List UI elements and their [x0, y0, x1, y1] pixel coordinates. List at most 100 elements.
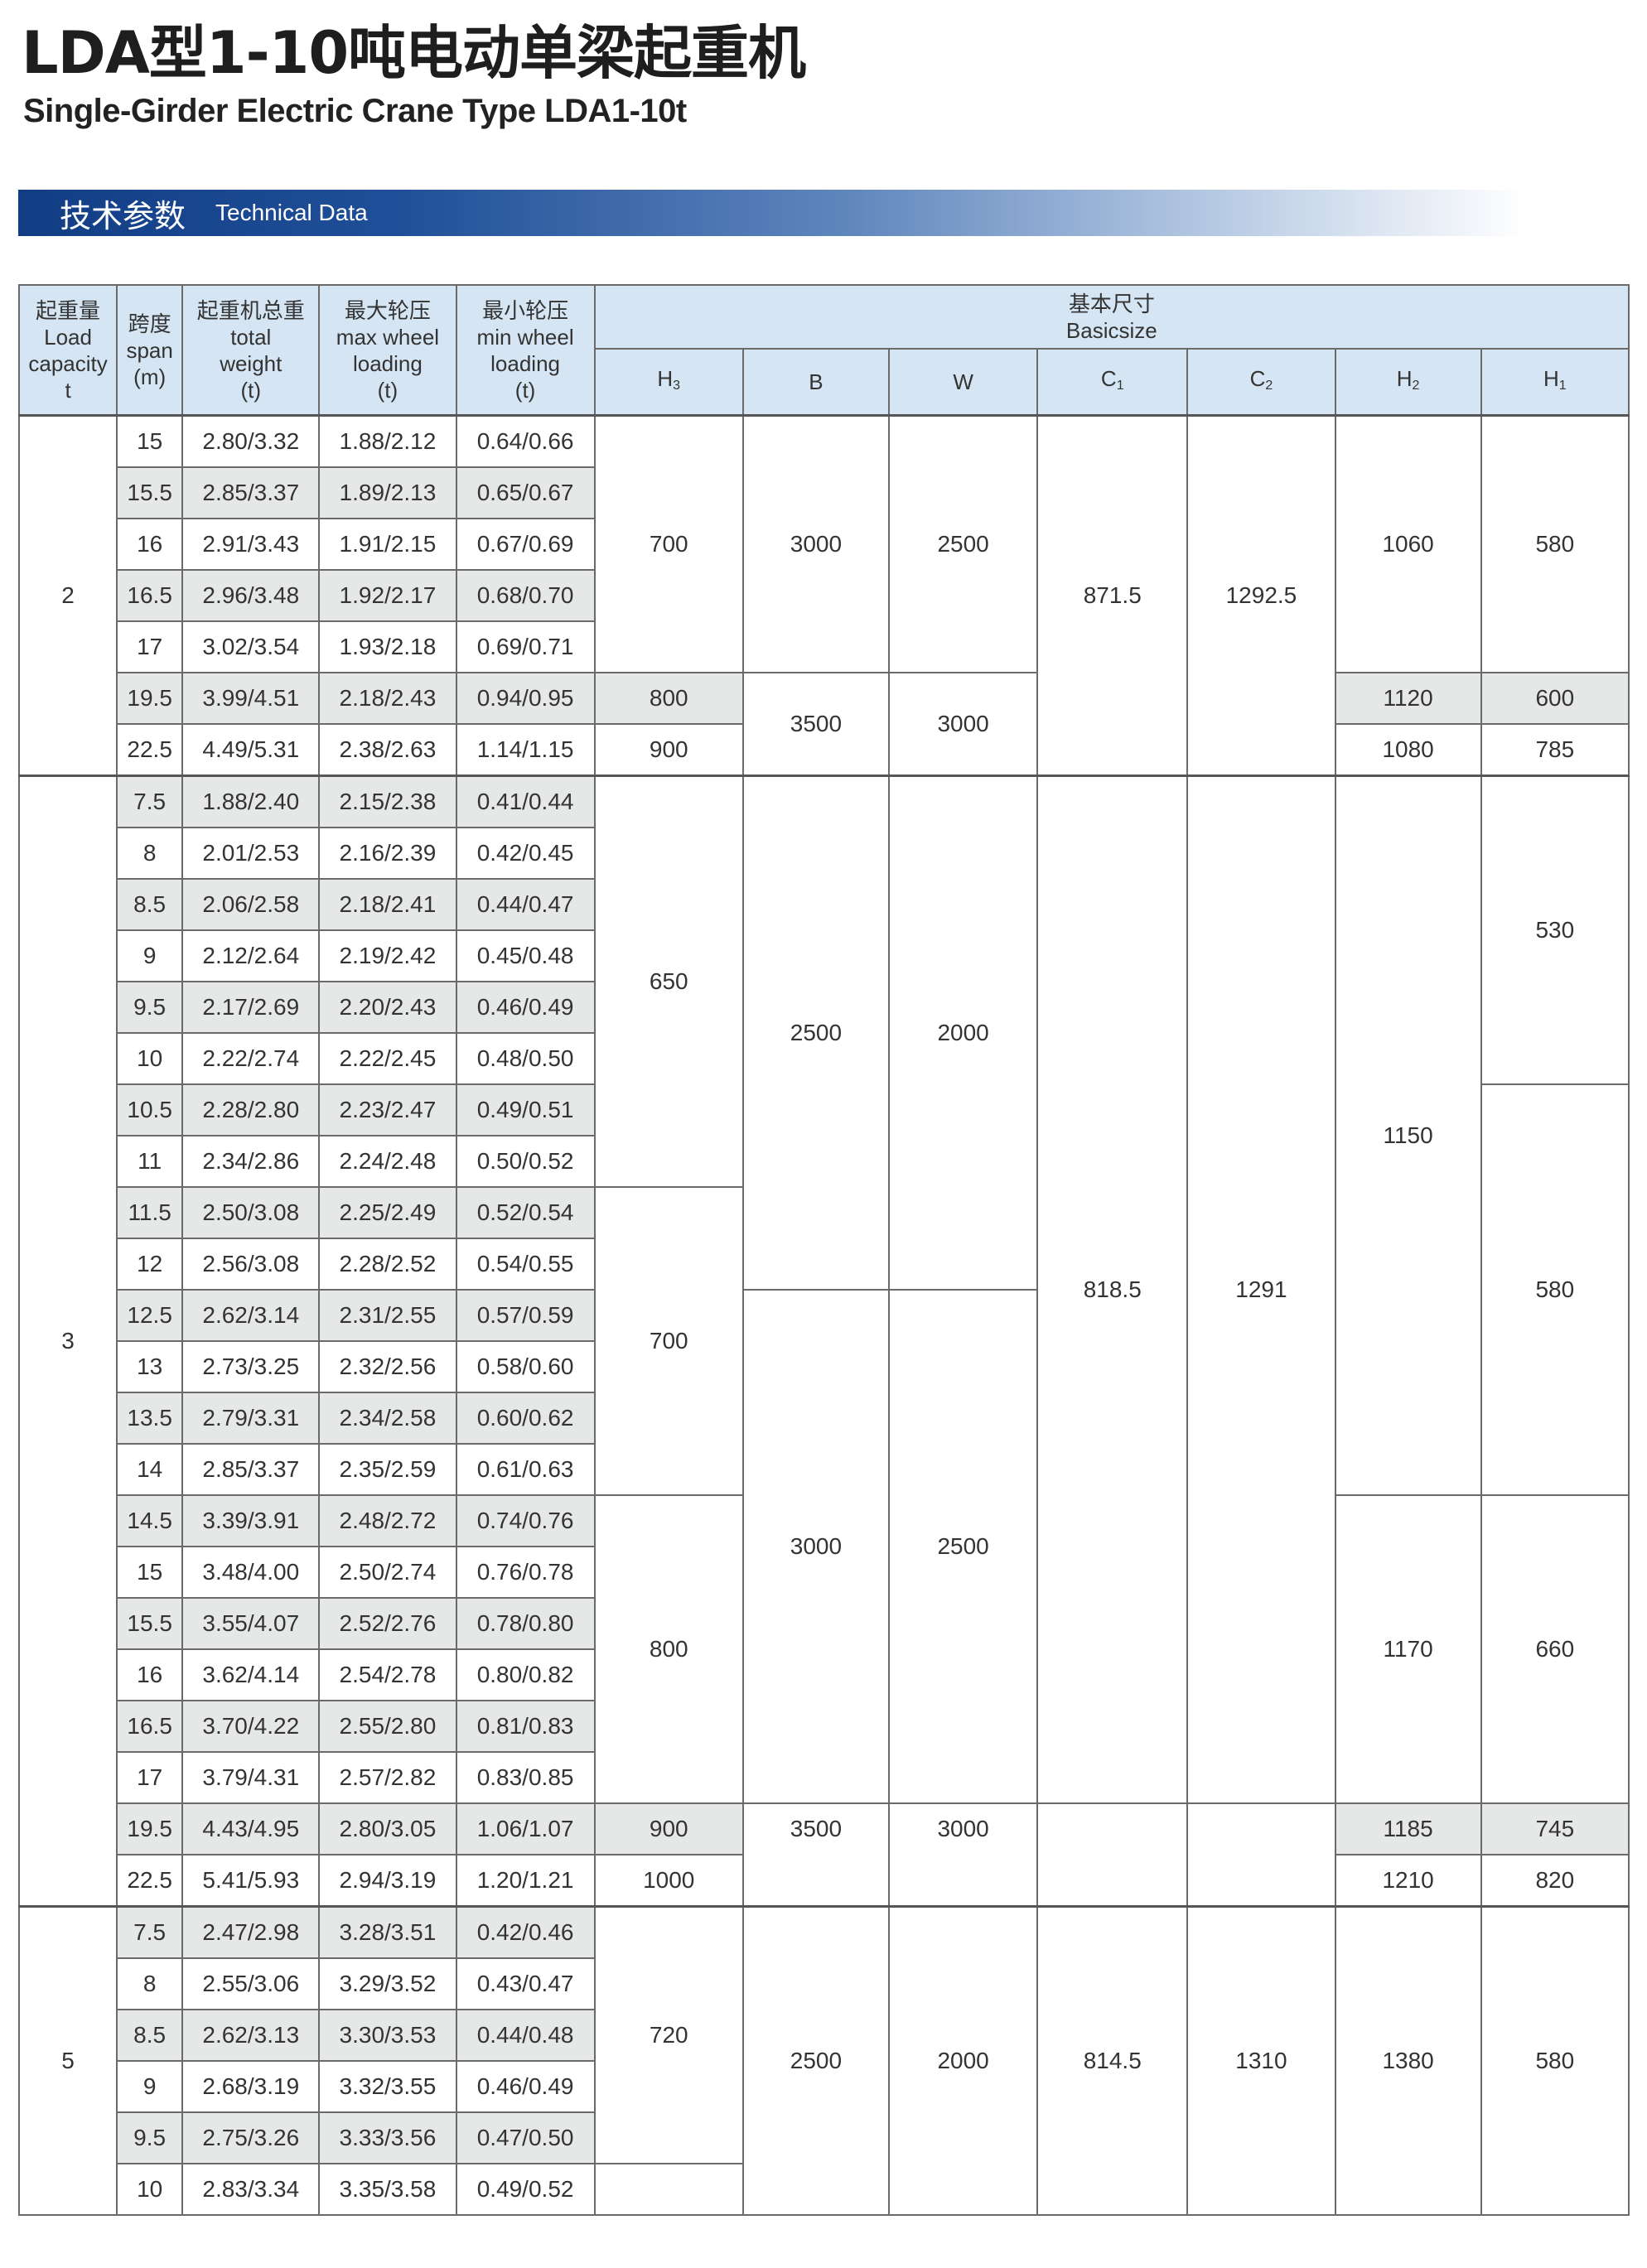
total-weight-cell: 2.85/3.37 — [181, 466, 321, 519]
dim-cell-b: 3000 — [741, 1289, 891, 1804]
column-header-cn: 起重机总重 — [196, 297, 305, 323]
max-wheel-loading-cell: 2.16/2.39 — [318, 827, 457, 880]
min-wheel-loading-cell: 0.65/0.67 — [455, 466, 596, 519]
max-wheel-loading-cell: 1.88/2.12 — [318, 414, 457, 468]
min-wheel-loading-cell: 1.14/1.15 — [455, 723, 596, 777]
dim-cell-w: 2000 — [887, 1905, 1039, 2216]
min-wheel-loading-cell: 0.78/0.80 — [455, 1597, 596, 1650]
column-header-en: (t) — [240, 377, 262, 403]
total-weight-cell: 2.55/3.06 — [181, 1957, 321, 2010]
max-wheel-loading-cell: 2.32/2.56 — [318, 1340, 457, 1393]
dim-symbol: H — [1396, 365, 1413, 391]
dim-cell-b: 3500 — [741, 672, 891, 777]
total-weight-cell: 2.62/3.13 — [181, 2009, 321, 2062]
min-wheel-loading-cell: 0.44/0.47 — [455, 878, 596, 931]
max-wheel-loading-cell: 2.55/2.80 — [318, 1700, 457, 1753]
dim-cell-c1 — [1036, 1802, 1189, 1908]
span-cell: 10 — [116, 2163, 184, 2216]
max-wheel-loading-cell: 2.54/2.78 — [318, 1648, 457, 1701]
dim-cell-h1: 820 — [1480, 1854, 1630, 1908]
max-wheel-loading-cell: 2.23/2.47 — [318, 1083, 457, 1136]
column-header-en: t — [65, 377, 71, 403]
table-row: 5 7.5 2.47/2.98 3.28/3.51 0.42/0.46 720 2500 20… — [17, 1905, 1630, 2216]
total-weight-cell: 2.80/3.32 — [181, 414, 321, 468]
total-weight-cell: 3.70/4.22 — [181, 1700, 321, 1753]
dim-cell-h3: 900 — [593, 723, 744, 777]
dim-cell-h1: 785 — [1480, 723, 1630, 777]
span-cell: 12.5 — [116, 1289, 184, 1342]
min-wheel-loading-cell: 1.06/1.07 — [455, 1802, 596, 1855]
max-wheel-loading-cell: 2.24/2.48 — [318, 1135, 457, 1188]
table-row: 17 3.02/3.54 1.93/2.18 0.69/0.71 — [19, 620, 1629, 673]
span-cell: 14 — [116, 1443, 184, 1496]
max-wheel-loading-cell: 2.25/2.49 — [318, 1186, 457, 1239]
span-cell: 22.5 — [116, 723, 184, 777]
section-title-cn: 技术参数 — [60, 197, 186, 234]
section-title-en: Technical Data — [215, 200, 368, 225]
total-weight-cell: 2.50/3.08 — [181, 1186, 321, 1239]
table-row: 16.5 2.96/3.48 1.92/2.17 0.68/0.70 — [19, 569, 1629, 622]
span-cell: 10.5 — [116, 1083, 184, 1136]
dim-header-c1: C1 — [1036, 348, 1189, 417]
min-wheel-loading-cell: 0.46/0.49 — [455, 981, 596, 1034]
dim-cell-c2: 1292.5 — [1186, 414, 1336, 777]
dim-cell-h3: 800 — [593, 672, 744, 725]
span-cell: 15 — [116, 414, 184, 468]
dim-subscript: 3 — [673, 378, 681, 393]
dim-header-h3: H3 — [593, 348, 744, 417]
table-row: 12.5 2.62/3.14 2.31/2.55 0.57/0.59 3000 2500 — [19, 1289, 1629, 1804]
column-header-cn: 起重量 — [36, 297, 101, 323]
dim-cell-h1: 745 — [1480, 1802, 1630, 1855]
span-cell: 22.5 — [116, 1854, 184, 1908]
total-weight-cell: 2.96/3.48 — [181, 569, 321, 622]
dim-cell-c1: 814.5 — [1036, 1905, 1189, 2216]
span-cell: 8.5 — [116, 2009, 184, 2062]
span-cell: 9.5 — [116, 2111, 184, 2164]
span-cell: 16.5 — [116, 569, 184, 622]
span-cell: 13 — [116, 1340, 184, 1393]
table-row: 9.5 2.17/2.69 2.20/2.43 0.46/0.49 — [19, 981, 1629, 1034]
dim-cell-w: 3000 — [887, 672, 1039, 777]
table-row: 19.5 3.99/4.51 2.18/2.43 0.94/0.95 800 3500 30… — [19, 672, 1630, 777]
total-weight-cell: 3.48/4.00 — [181, 1546, 321, 1599]
total-weight-cell: 3.99/4.51 — [181, 672, 321, 725]
min-wheel-loading-cell: 0.57/0.59 — [455, 1289, 596, 1342]
load-capacity-cell: 5 — [17, 1905, 118, 2216]
total-weight-cell: 4.49/5.31 — [181, 723, 321, 777]
min-wheel-loading-cell: 0.80/0.82 — [455, 1648, 596, 1701]
min-wheel-loading-cell: 0.41/0.44 — [455, 774, 596, 828]
total-weight-cell: 2.01/2.53 — [181, 827, 321, 880]
total-weight-cell: 3.79/4.31 — [181, 1751, 321, 1804]
span-cell: 10 — [116, 1032, 184, 1085]
dim-symbol: C — [1100, 365, 1117, 391]
total-weight-cell: 2.06/2.58 — [181, 878, 321, 931]
total-weight-cell: 4.43/4.95 — [181, 1802, 321, 1855]
total-weight-cell: 2.56/3.08 — [181, 1238, 321, 1291]
dim-cell-h2: 1170 — [1334, 1494, 1482, 1804]
column-header-cn: 最大轮压 — [344, 297, 431, 323]
max-wheel-loading-cell: 2.34/2.58 — [318, 1392, 457, 1445]
dim-cell-w: 3000 — [887, 1802, 1039, 1908]
min-wheel-loading-cell: 0.47/0.50 — [455, 2111, 596, 2164]
technical-data-table: 起重量 Load capacity t 跨度 span (m) 起重机总重 total weigh… — [17, 284, 1630, 2216]
column-header-en: span — [126, 337, 173, 363]
page-title: LDA型1-10吨电动单梁起重机 — [22, 19, 806, 87]
span-cell: 19.5 — [116, 1802, 184, 1855]
max-wheel-loading-cell: 2.57/2.82 — [318, 1751, 457, 1804]
max-wheel-loading-cell: 2.31/2.55 — [318, 1289, 457, 1342]
dim-cell-h3: 650 — [593, 774, 744, 1188]
dim-symbol: C — [1249, 365, 1266, 391]
dim-header-h2: H2 — [1334, 348, 1482, 417]
dim-subscript: 2 — [1412, 378, 1420, 393]
table-row: 10 2.83/3.34 3.35/3.58 0.49/0.52 — [19, 2163, 1629, 2216]
min-wheel-loading-cell: 0.74/0.76 — [455, 1494, 596, 1547]
max-wheel-loading-cell: 2.80/3.05 — [318, 1802, 457, 1855]
table-row: 13 2.73/3.25 2.32/2.56 0.58/0.60 — [19, 1340, 1629, 1393]
column-header: 起重量 Load capacity t — [17, 284, 118, 417]
dim-cell-h3: 800 — [593, 1494, 744, 1804]
dim-cell-h3: 700 — [593, 1186, 744, 1496]
span-cell: 15.5 — [116, 466, 184, 519]
table-row: 8.5 2.62/3.13 3.30/3.53 0.44/0.48 — [19, 2009, 1629, 2062]
table-row: 15.5 3.55/4.07 2.52/2.76 0.78/0.80 — [19, 1597, 1629, 1650]
table-row: 11.5 2.50/3.08 2.25/2.49 0.52/0.54 700 — [19, 1186, 1629, 1496]
